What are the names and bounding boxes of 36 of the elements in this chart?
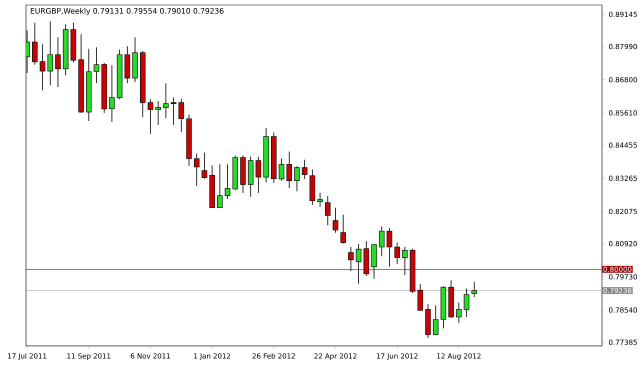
candlestick: [432, 304, 438, 336]
candlestick: [356, 244, 362, 284]
candlestick: [471, 281, 478, 298]
candlestick: [456, 302, 462, 324]
candlestick: [278, 158, 284, 182]
candlestick: [371, 244, 377, 280]
candlestick: [178, 98, 184, 132]
candlestick: [378, 226, 384, 257]
candlestick: [224, 164, 230, 200]
candlestick: [217, 164, 223, 208]
candlestick: [94, 46, 100, 84]
candlestick: [155, 100, 161, 126]
candlestick: [248, 156, 254, 198]
candlestick: [302, 159, 308, 180]
candlestick: [340, 214, 346, 244]
candlestick: [202, 152, 208, 180]
candlestick: [163, 82, 169, 119]
candlestick: [55, 36, 61, 88]
candlestick: [124, 46, 130, 84]
candlestick: [32, 22, 38, 66]
candlestick: [464, 288, 470, 318]
candlestick: [394, 242, 400, 264]
candlestick: [148, 98, 154, 134]
candlestick: [332, 207, 338, 234]
candlestick: [286, 151, 292, 188]
candlestick: [317, 192, 323, 208]
candlestick: [402, 246, 408, 276]
candlestick: [294, 166, 300, 192]
candlestick: [109, 64, 115, 122]
candlestick: [256, 156, 262, 194]
candlestick: [325, 196, 331, 226]
candlestick: [194, 153, 200, 186]
candlestick: [386, 228, 392, 268]
candlestick: [47, 21, 54, 86]
candlestick: [40, 44, 46, 91]
candlestick: [418, 284, 424, 312]
